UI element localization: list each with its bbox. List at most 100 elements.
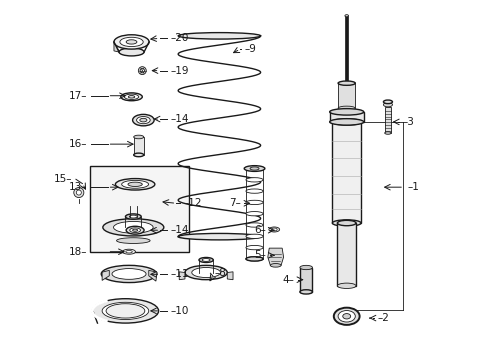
- Ellipse shape: [332, 119, 360, 125]
- Ellipse shape: [138, 67, 146, 75]
- Circle shape: [74, 188, 83, 198]
- Ellipse shape: [342, 314, 350, 319]
- Ellipse shape: [132, 114, 154, 126]
- Ellipse shape: [245, 178, 263, 182]
- Ellipse shape: [333, 308, 359, 325]
- Ellipse shape: [337, 81, 355, 85]
- Polygon shape: [114, 42, 119, 52]
- Ellipse shape: [245, 234, 263, 238]
- Ellipse shape: [245, 223, 263, 227]
- Ellipse shape: [101, 265, 157, 283]
- Ellipse shape: [178, 233, 260, 240]
- Ellipse shape: [132, 229, 137, 231]
- Ellipse shape: [245, 257, 263, 261]
- Ellipse shape: [337, 220, 355, 226]
- Ellipse shape: [184, 265, 227, 280]
- Bar: [337, 223, 355, 286]
- Circle shape: [76, 190, 81, 195]
- Ellipse shape: [129, 228, 140, 233]
- Ellipse shape: [140, 68, 144, 73]
- Ellipse shape: [191, 267, 220, 278]
- Ellipse shape: [299, 265, 312, 270]
- Text: 18–: 18–: [69, 247, 87, 257]
- Bar: [89, 166, 189, 252]
- Polygon shape: [179, 272, 184, 280]
- Text: 6–: 6–: [254, 225, 265, 235]
- Ellipse shape: [245, 257, 263, 261]
- Ellipse shape: [102, 219, 163, 236]
- Ellipse shape: [112, 269, 146, 279]
- Ellipse shape: [245, 166, 263, 171]
- Text: –1: –1: [407, 182, 419, 192]
- Ellipse shape: [128, 95, 135, 98]
- Text: 17–: 17–: [69, 91, 87, 101]
- Text: 4–: 4–: [282, 275, 294, 285]
- Ellipse shape: [337, 311, 355, 322]
- Ellipse shape: [121, 93, 142, 101]
- Bar: [384, 107, 390, 133]
- Text: –11: –11: [171, 269, 189, 279]
- Ellipse shape: [245, 189, 263, 193]
- Text: 13–: 13–: [69, 182, 87, 192]
- Text: –14: –14: [171, 225, 189, 235]
- Bar: [133, 137, 143, 155]
- Ellipse shape: [136, 117, 150, 124]
- Text: –3: –3: [402, 117, 413, 127]
- Ellipse shape: [106, 304, 144, 318]
- Text: 5–: 5–: [254, 250, 265, 260]
- Ellipse shape: [119, 48, 144, 56]
- Bar: [337, 83, 355, 108]
- Ellipse shape: [199, 257, 213, 262]
- Text: 7–: 7–: [228, 198, 241, 208]
- Text: 16–: 16–: [69, 139, 87, 149]
- Ellipse shape: [329, 119, 363, 125]
- Ellipse shape: [113, 221, 153, 233]
- Ellipse shape: [329, 109, 363, 115]
- Ellipse shape: [299, 290, 312, 294]
- Bar: [344, 16, 348, 83]
- Text: –8: –8: [214, 268, 225, 278]
- Text: –2: –2: [376, 313, 388, 323]
- Ellipse shape: [178, 33, 260, 39]
- Text: –14: –14: [171, 114, 189, 124]
- Polygon shape: [267, 248, 283, 265]
- Ellipse shape: [115, 179, 155, 190]
- Ellipse shape: [120, 37, 143, 46]
- Ellipse shape: [245, 200, 263, 204]
- Ellipse shape: [268, 227, 279, 232]
- Ellipse shape: [126, 226, 144, 234]
- Polygon shape: [227, 272, 233, 280]
- Ellipse shape: [383, 103, 392, 107]
- Ellipse shape: [125, 214, 141, 219]
- Ellipse shape: [337, 106, 355, 111]
- Ellipse shape: [383, 100, 392, 104]
- Bar: [299, 267, 312, 292]
- Text: –9: –9: [244, 44, 256, 54]
- Ellipse shape: [102, 302, 148, 319]
- Polygon shape: [148, 270, 157, 281]
- Ellipse shape: [140, 118, 147, 122]
- Ellipse shape: [116, 238, 150, 243]
- Ellipse shape: [92, 299, 158, 323]
- Ellipse shape: [125, 251, 132, 253]
- Ellipse shape: [122, 180, 148, 188]
- Ellipse shape: [202, 258, 210, 261]
- Ellipse shape: [249, 167, 259, 170]
- Ellipse shape: [245, 246, 263, 250]
- Ellipse shape: [122, 249, 135, 254]
- Text: –10: –10: [171, 306, 189, 316]
- Bar: [329, 112, 363, 122]
- Text: –20: –20: [171, 33, 189, 43]
- Ellipse shape: [128, 182, 142, 186]
- Ellipse shape: [344, 15, 348, 17]
- Bar: [332, 122, 360, 223]
- Text: –19: –19: [171, 66, 189, 76]
- Text: 15–: 15–: [54, 174, 72, 184]
- Ellipse shape: [133, 135, 143, 139]
- Ellipse shape: [271, 228, 277, 231]
- Ellipse shape: [129, 215, 137, 218]
- Ellipse shape: [245, 212, 263, 216]
- Ellipse shape: [384, 132, 390, 134]
- Ellipse shape: [124, 94, 139, 99]
- Ellipse shape: [332, 220, 360, 226]
